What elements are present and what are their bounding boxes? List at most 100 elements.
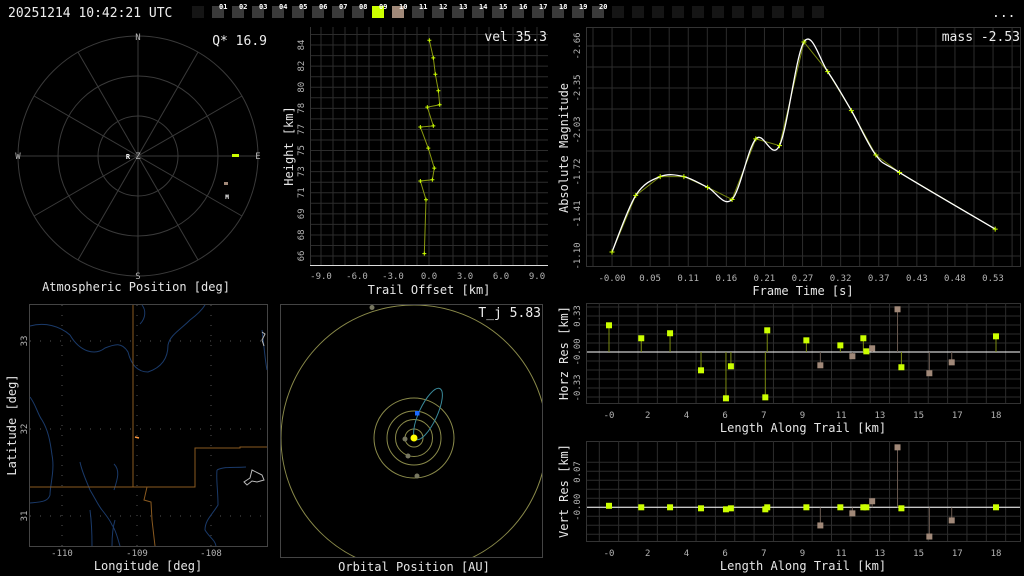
y-axis-label: Horz Res [km] — [557, 306, 571, 400]
zenith-label: Z — [135, 152, 141, 162]
frame-07[interactable] — [332, 6, 344, 18]
frame-19[interactable] — [572, 6, 584, 18]
x-tick-label: 0.16 — [715, 274, 737, 284]
frame-empty[interactable] — [632, 6, 644, 18]
y-tick-label: 75 — [297, 145, 307, 156]
frame-16[interactable] — [512, 6, 524, 18]
residual-point — [722, 395, 729, 402]
trail-point — [430, 177, 435, 182]
frame-04[interactable] — [272, 6, 284, 18]
menu-button[interactable]: ... — [992, 6, 1015, 21]
residual-point — [894, 444, 901, 451]
frame-05[interactable] — [292, 6, 304, 18]
x-tick-label: -6.0 — [346, 272, 368, 282]
frame-empty[interactable] — [712, 6, 724, 18]
frame-empty[interactable] — [732, 6, 744, 18]
frame-11[interactable] — [412, 6, 424, 18]
y-tick-label: 84 — [297, 40, 307, 51]
frame-empty[interactable] — [192, 6, 204, 18]
residual-point — [863, 348, 870, 355]
measured-point — [825, 69, 831, 75]
measured-point — [897, 170, 903, 176]
velocity-stat: vel 35.3 — [484, 30, 547, 45]
x-tick-label: 4 — [684, 549, 689, 559]
earth-orbit — [386, 410, 442, 466]
y-tick-label: 80 — [297, 82, 307, 93]
x-tick-label: 0.48 — [944, 274, 966, 284]
frame-label: 16 — [519, 3, 527, 11]
frame-empty[interactable] — [612, 6, 624, 18]
map-frame[interactable] — [29, 304, 268, 547]
x-axis-label: Length Along Trail [km] — [720, 559, 886, 573]
meteor-ground-track — [134, 436, 140, 439]
x-tick-label: 0.05 — [639, 274, 661, 284]
map-panel[interactable]: -110 -109 -108 33 32 31 Latitude [deg] Longit… — [5, 304, 268, 574]
sun-icon — [410, 434, 418, 442]
y-tick-label: 69 — [297, 208, 307, 219]
measured-point — [705, 184, 711, 190]
frame-20[interactable] — [592, 6, 604, 18]
residual-point — [869, 498, 876, 505]
x-tick-label: -109 — [126, 549, 148, 559]
frame-13[interactable] — [452, 6, 464, 18]
residual-point — [667, 330, 674, 337]
frame-empty[interactable] — [652, 6, 664, 18]
frame-empty[interactable] — [752, 6, 764, 18]
residual-point — [638, 504, 645, 511]
residual-point — [638, 335, 645, 342]
x-tick-label: 7 — [761, 549, 766, 559]
frame-empty[interactable] — [692, 6, 704, 18]
frame-label: 15 — [499, 3, 507, 11]
frame-empty[interactable] — [812, 6, 824, 18]
y-tick-label: -1.72 — [573, 158, 583, 185]
height-panel: -9.0 -6.0 -3.0 0.0 3.0 6.0 9.0 84 82 80 78 77 75 73 71… — [282, 27, 548, 297]
frame-18[interactable] — [552, 6, 564, 18]
tisserand-stat: T_j 5.83 — [478, 306, 541, 321]
x-tick-label: 11 — [836, 549, 847, 559]
compass-w: W — [15, 152, 21, 162]
frame-12[interactable] — [432, 6, 444, 18]
residual-point — [993, 504, 999, 511]
residual-point — [727, 505, 734, 512]
residual-point — [993, 333, 999, 340]
frame-10[interactable] — [392, 6, 404, 18]
frame-label: 19 — [579, 3, 587, 11]
x-tick-label: 0.27 — [792, 274, 814, 284]
frame-02[interactable] — [232, 6, 244, 18]
frame-09[interactable] — [372, 6, 384, 18]
measured-point — [848, 108, 854, 114]
trail-point — [422, 251, 427, 256]
x-tick-label: 15 — [913, 411, 924, 421]
x-tick-label: 0.37 — [868, 274, 890, 284]
frame-label: 04 — [279, 3, 287, 11]
y-tick-label: -0.33 — [573, 374, 583, 401]
trail-point — [418, 178, 423, 183]
y-tick-label: 73 — [297, 166, 307, 177]
frame-empty[interactable] — [772, 6, 784, 18]
x-tick-label: 0.43 — [906, 274, 928, 284]
trail-point — [424, 197, 428, 202]
x-tick-label: -0 — [604, 411, 615, 421]
x-axis-label: Length Along Trail [km] — [720, 421, 886, 435]
frame-03[interactable] — [252, 6, 264, 18]
frame-empty[interactable] — [792, 6, 804, 18]
frame-label: 13 — [459, 3, 467, 11]
lake-outline — [261, 331, 266, 347]
frame-01[interactable] — [212, 6, 224, 18]
frame-06[interactable] — [312, 6, 324, 18]
frame-14[interactable] — [472, 6, 484, 18]
frame-strip[interactable]: 01 02 03 04 05 06 07 08 09 10 11 12 13 14 15 16 17 18 19 20 — [192, 3, 824, 18]
x-tick-label: 4 — [684, 411, 689, 421]
frame-empty[interactable] — [672, 6, 684, 18]
frame-17[interactable] — [532, 6, 544, 18]
y-axis-label: Height [km] — [282, 106, 296, 185]
mars-orbit — [373, 397, 455, 479]
x-tick-label: 3.0 — [457, 272, 473, 282]
frame-08[interactable] — [352, 6, 364, 18]
y-tick-label: 71 — [297, 187, 307, 198]
frame-15[interactable] — [492, 6, 504, 18]
y-tick-label: -1.41 — [573, 200, 583, 227]
lake-outline — [243, 469, 265, 486]
meteoroid-position-marker — [415, 411, 420, 416]
y-tick-label: -2.03 — [573, 116, 583, 143]
